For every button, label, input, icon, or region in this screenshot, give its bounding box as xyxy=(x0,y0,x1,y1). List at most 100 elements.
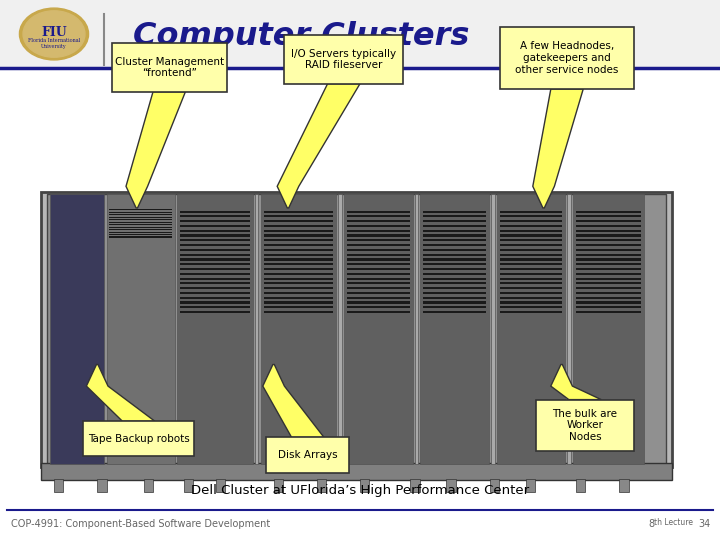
FancyBboxPatch shape xyxy=(109,237,172,238)
FancyBboxPatch shape xyxy=(423,211,486,213)
Polygon shape xyxy=(263,364,324,437)
FancyBboxPatch shape xyxy=(180,239,250,241)
FancyBboxPatch shape xyxy=(576,230,641,232)
FancyBboxPatch shape xyxy=(500,282,562,285)
FancyBboxPatch shape xyxy=(526,479,535,492)
FancyBboxPatch shape xyxy=(347,282,410,285)
FancyBboxPatch shape xyxy=(576,282,641,285)
FancyBboxPatch shape xyxy=(576,301,641,303)
FancyBboxPatch shape xyxy=(423,311,486,313)
FancyBboxPatch shape xyxy=(347,301,410,303)
FancyBboxPatch shape xyxy=(576,306,641,308)
FancyBboxPatch shape xyxy=(500,244,562,246)
FancyBboxPatch shape xyxy=(180,211,250,213)
FancyBboxPatch shape xyxy=(576,259,641,260)
FancyBboxPatch shape xyxy=(180,268,250,270)
Text: A few Headnodes,
gatekeepers and
other service nodes: A few Headnodes, gatekeepers and other s… xyxy=(516,42,618,75)
FancyBboxPatch shape xyxy=(576,268,641,270)
FancyBboxPatch shape xyxy=(423,287,486,289)
FancyBboxPatch shape xyxy=(497,194,565,464)
FancyBboxPatch shape xyxy=(264,301,333,303)
FancyBboxPatch shape xyxy=(423,263,486,265)
FancyBboxPatch shape xyxy=(500,311,562,313)
FancyBboxPatch shape xyxy=(317,479,326,492)
FancyBboxPatch shape xyxy=(264,220,333,222)
FancyBboxPatch shape xyxy=(347,263,410,265)
FancyBboxPatch shape xyxy=(347,259,410,260)
FancyBboxPatch shape xyxy=(177,194,253,464)
FancyBboxPatch shape xyxy=(338,194,342,464)
FancyBboxPatch shape xyxy=(264,215,333,218)
FancyBboxPatch shape xyxy=(264,234,333,237)
FancyBboxPatch shape xyxy=(500,296,562,299)
FancyBboxPatch shape xyxy=(264,254,333,256)
FancyBboxPatch shape xyxy=(576,234,641,237)
Text: 34: 34 xyxy=(698,519,711,529)
FancyBboxPatch shape xyxy=(347,296,410,299)
FancyBboxPatch shape xyxy=(423,220,486,222)
FancyBboxPatch shape xyxy=(264,296,333,299)
FancyBboxPatch shape xyxy=(41,192,672,467)
FancyBboxPatch shape xyxy=(180,273,250,275)
Polygon shape xyxy=(86,364,155,421)
FancyBboxPatch shape xyxy=(180,292,250,294)
FancyBboxPatch shape xyxy=(423,254,486,256)
FancyBboxPatch shape xyxy=(109,217,172,218)
FancyBboxPatch shape xyxy=(180,259,250,260)
FancyBboxPatch shape xyxy=(567,194,571,464)
FancyBboxPatch shape xyxy=(41,463,672,480)
FancyBboxPatch shape xyxy=(264,278,333,280)
FancyBboxPatch shape xyxy=(576,211,641,213)
FancyBboxPatch shape xyxy=(500,268,562,270)
FancyBboxPatch shape xyxy=(500,239,562,241)
FancyBboxPatch shape xyxy=(266,437,349,472)
FancyBboxPatch shape xyxy=(264,311,333,313)
FancyBboxPatch shape xyxy=(264,211,333,213)
FancyBboxPatch shape xyxy=(500,230,562,232)
FancyBboxPatch shape xyxy=(536,400,634,451)
FancyBboxPatch shape xyxy=(347,211,410,213)
FancyBboxPatch shape xyxy=(500,292,562,294)
FancyBboxPatch shape xyxy=(576,479,585,492)
FancyBboxPatch shape xyxy=(491,194,495,464)
FancyBboxPatch shape xyxy=(264,292,333,294)
FancyBboxPatch shape xyxy=(264,306,333,308)
Polygon shape xyxy=(277,84,360,208)
Text: Disk Arrays: Disk Arrays xyxy=(278,450,338,460)
FancyBboxPatch shape xyxy=(423,292,486,294)
FancyBboxPatch shape xyxy=(180,244,250,246)
FancyBboxPatch shape xyxy=(180,215,250,218)
FancyBboxPatch shape xyxy=(423,244,486,246)
FancyBboxPatch shape xyxy=(576,244,641,246)
FancyBboxPatch shape xyxy=(619,479,629,492)
FancyBboxPatch shape xyxy=(109,232,172,233)
FancyBboxPatch shape xyxy=(83,421,194,456)
FancyBboxPatch shape xyxy=(573,194,644,464)
FancyBboxPatch shape xyxy=(109,234,172,235)
FancyBboxPatch shape xyxy=(423,234,486,237)
FancyBboxPatch shape xyxy=(347,230,410,232)
Circle shape xyxy=(23,11,85,57)
FancyBboxPatch shape xyxy=(184,479,193,492)
Polygon shape xyxy=(551,364,601,400)
FancyBboxPatch shape xyxy=(423,249,486,251)
FancyBboxPatch shape xyxy=(500,254,562,256)
FancyBboxPatch shape xyxy=(576,311,641,313)
FancyBboxPatch shape xyxy=(97,479,107,492)
FancyBboxPatch shape xyxy=(347,268,410,270)
FancyBboxPatch shape xyxy=(264,263,333,265)
FancyBboxPatch shape xyxy=(423,296,486,299)
FancyBboxPatch shape xyxy=(109,212,172,213)
FancyBboxPatch shape xyxy=(284,35,403,84)
FancyBboxPatch shape xyxy=(47,194,666,464)
FancyBboxPatch shape xyxy=(410,479,420,492)
FancyBboxPatch shape xyxy=(180,301,250,303)
FancyBboxPatch shape xyxy=(347,278,410,280)
FancyBboxPatch shape xyxy=(576,287,641,289)
FancyBboxPatch shape xyxy=(576,239,641,241)
FancyBboxPatch shape xyxy=(50,194,104,464)
FancyBboxPatch shape xyxy=(490,479,499,492)
FancyBboxPatch shape xyxy=(180,287,250,289)
Text: Florida International
University: Florida International University xyxy=(28,38,80,49)
FancyBboxPatch shape xyxy=(576,220,641,222)
